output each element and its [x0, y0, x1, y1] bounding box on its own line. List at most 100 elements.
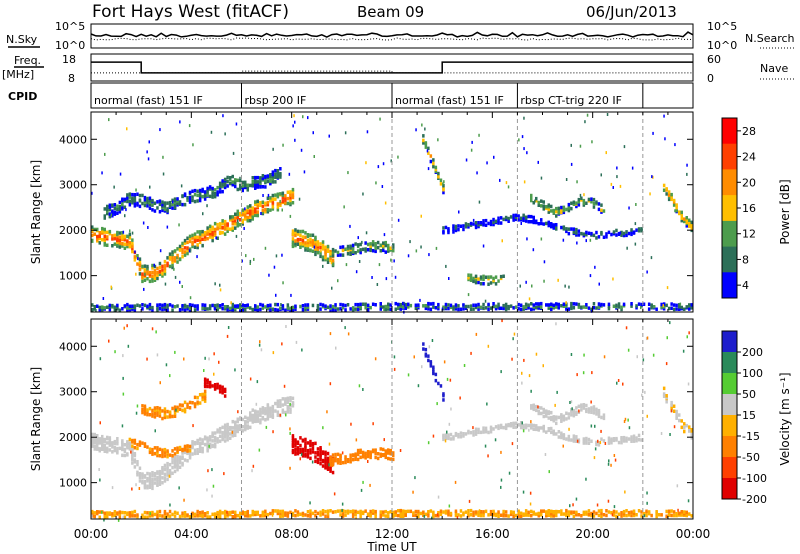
velocity-cell	[203, 512, 207, 516]
power-cell	[178, 308, 182, 312]
velocity-cell	[141, 472, 144, 476]
velocity-scatter-cell	[341, 451, 344, 455]
velocity-cell	[213, 435, 217, 440]
velocity-cell	[439, 509, 443, 513]
power-cell	[106, 204, 109, 209]
velocity-scatter-cell	[446, 377, 449, 381]
velocity-cell	[602, 439, 606, 443]
power-cell	[246, 205, 249, 209]
velocity-cell	[151, 412, 154, 416]
velocity-cell	[424, 512, 428, 517]
cpid-label: CPID	[8, 90, 37, 103]
power-cell	[324, 247, 327, 252]
velocity-cell	[163, 463, 167, 468]
power-cell	[492, 276, 495, 281]
velocity-cell	[356, 450, 360, 455]
power-cell	[530, 198, 533, 203]
velocity-cell	[509, 512, 513, 517]
velocity-cell	[176, 405, 179, 410]
power-cell	[640, 229, 643, 233]
power-cell	[133, 197, 137, 202]
power-cell	[289, 201, 292, 205]
velocity-cell	[675, 512, 678, 516]
power-cell	[98, 307, 101, 312]
velocity-cell	[585, 439, 588, 443]
power-cell	[239, 306, 242, 310]
power-cell	[188, 234, 192, 239]
power-cell	[163, 307, 167, 311]
velocity-cell	[269, 411, 272, 416]
velocity-cell	[156, 453, 159, 458]
velocity-cell	[163, 407, 167, 411]
power-cell	[116, 211, 119, 215]
power-cell	[108, 205, 112, 209]
power-scatter-cell	[612, 277, 614, 281]
power-cell	[570, 201, 573, 205]
power-cell	[206, 307, 209, 311]
velocity-cell	[597, 408, 601, 413]
velocity-cell	[138, 475, 142, 479]
power-scatter-cell	[442, 184, 445, 188]
velocity-cell	[326, 466, 330, 471]
velocity-cell	[153, 408, 157, 412]
power-cell	[151, 270, 154, 275]
power-cell	[477, 223, 480, 227]
power-cell	[244, 307, 247, 312]
velocity-cell	[203, 377, 207, 381]
velocity-cell	[186, 444, 189, 448]
power-cell	[414, 303, 418, 307]
power-cell	[96, 237, 99, 242]
power-scatter-cell	[528, 297, 531, 301]
velocity-scatter-cell	[255, 402, 258, 406]
power-cell	[542, 204, 545, 208]
velocity-cell	[371, 509, 375, 513]
velocity-cell	[567, 412, 571, 416]
power-cell	[249, 218, 252, 223]
velocity-cell	[632, 437, 636, 441]
power-cell	[234, 212, 237, 216]
velocity-cell	[246, 420, 249, 424]
power-cell	[183, 250, 187, 254]
power-cell	[577, 197, 581, 202]
power-scatter-cell	[245, 254, 247, 258]
power-cell	[565, 207, 568, 212]
power-cell	[502, 303, 505, 308]
power-cell	[387, 305, 390, 309]
velocity-cell	[286, 396, 290, 401]
velocity-cell	[156, 408, 159, 412]
velocity-scatter-cell	[688, 331, 690, 335]
power-cell	[474, 223, 478, 228]
power-cell	[173, 206, 177, 210]
velocity-cell	[98, 510, 101, 514]
power-cell	[218, 304, 222, 308]
velocity-cell	[670, 509, 673, 513]
power-cell	[286, 201, 290, 206]
velocity-cell	[672, 404, 676, 408]
power-cell	[595, 236, 598, 240]
velocity-cell	[213, 444, 217, 449]
power-cell	[309, 248, 312, 252]
velocity-cell	[146, 408, 149, 412]
power-scatter-cell	[543, 279, 545, 283]
velocity-cell	[294, 449, 297, 453]
power-cell	[128, 244, 132, 249]
velocity-cell	[665, 394, 668, 398]
power-cell	[547, 306, 550, 310]
power-cell	[326, 244, 330, 249]
velocity-cell	[670, 513, 673, 518]
velocity-cell	[218, 384, 222, 389]
power-cell	[344, 308, 347, 312]
power-cell	[662, 188, 666, 192]
velocity-cell	[246, 514, 249, 518]
velocity-cell	[156, 510, 159, 514]
power-scatter-cell	[302, 115, 304, 119]
x-tick-label: 04:00	[174, 527, 209, 541]
power-cell	[131, 304, 134, 308]
power-cell	[126, 242, 129, 247]
power-cell	[552, 208, 555, 213]
power-cell	[494, 282, 498, 286]
power-cell	[389, 303, 392, 307]
power-scatter-cell	[478, 200, 481, 204]
power-cell	[590, 307, 593, 312]
velocity-cell	[158, 454, 162, 458]
